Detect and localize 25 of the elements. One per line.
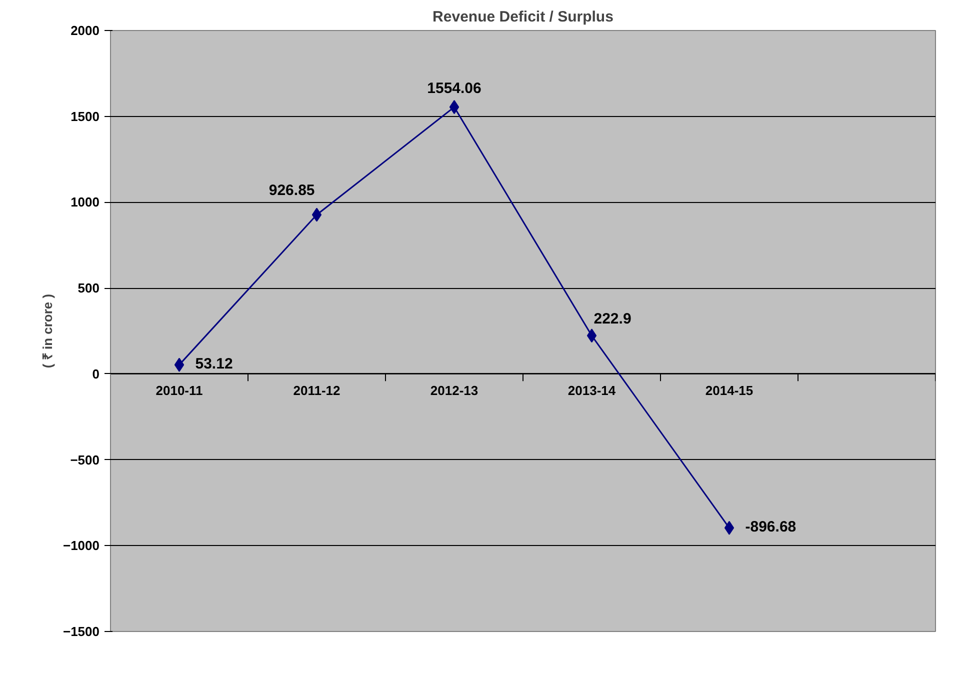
y-tick-label: −500 <box>70 452 100 468</box>
point <box>586 328 597 343</box>
y-tick-label: 2000 <box>70 23 100 38</box>
data-label: 926.85 <box>268 182 315 199</box>
data-label: -896.68 <box>745 518 796 536</box>
point <box>174 358 184 372</box>
y-tick-label: 1000 <box>70 194 100 210</box>
point <box>449 100 460 114</box>
point <box>312 208 322 222</box>
x-tick-label: 2013-14 <box>568 382 616 398</box>
y-axis-title: ( ₹ in crore ) <box>40 294 55 368</box>
x-tick-label: 2012-13 <box>430 382 478 398</box>
x-tick-label: 2010-11 <box>156 382 203 398</box>
y-tick-label: −1000 <box>62 538 100 554</box>
y-tick-label: 500 <box>78 280 100 296</box>
y-tick-label: 0 <box>92 366 100 382</box>
x-tick-label: 2014-15 <box>705 382 754 398</box>
data-label: 53.12 <box>195 355 233 372</box>
data-label: 1554.06 <box>427 80 482 98</box>
y-tick-label: 1500 <box>70 108 100 124</box>
data-label: 222.9 <box>594 310 632 328</box>
x-tick-label: 2011-12 <box>293 382 340 398</box>
point <box>724 520 734 535</box>
chart-title: Revenue Deficit / Surplus <box>432 8 614 26</box>
y-tick-label: −1500 <box>62 624 100 639</box>
